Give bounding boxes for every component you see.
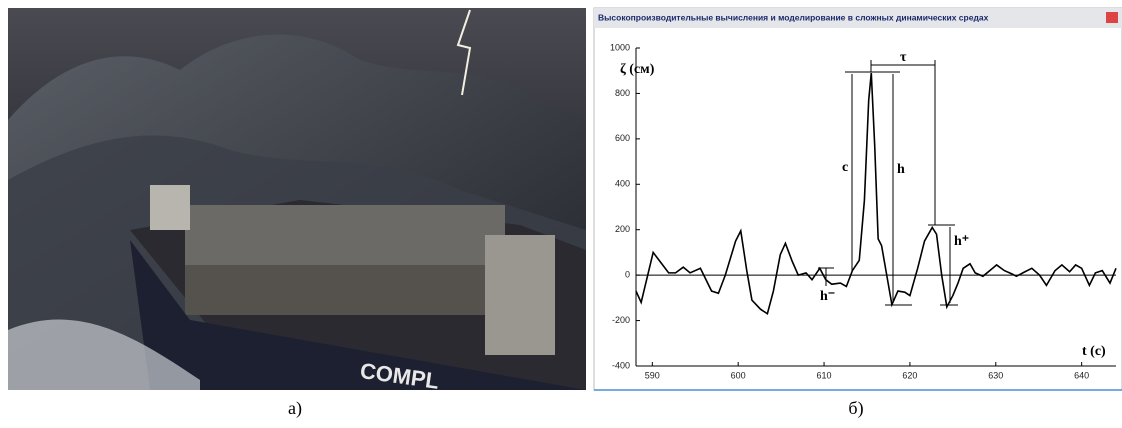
x-tick-label: 590	[645, 370, 660, 380]
y-tick-label: 400	[615, 179, 630, 189]
y-tick-label: 800	[615, 88, 630, 98]
chart-window	[594, 8, 1122, 390]
x-axis-label: t (с)	[1082, 344, 1106, 359]
y-tick-label: -400	[612, 360, 630, 370]
y-tick-label: 200	[615, 224, 630, 234]
annotation-tau: τ	[900, 50, 907, 65]
y-tick-label: -200	[612, 315, 630, 325]
x-tick-label: 600	[731, 370, 746, 380]
x-tick-label: 620	[902, 370, 917, 380]
x-tick-label: 630	[988, 370, 1003, 380]
close-button[interactable]	[1106, 12, 1118, 23]
annotation-h-plus: h⁺	[954, 234, 969, 249]
y-tick-label: 600	[615, 133, 630, 143]
annotation-c: c	[842, 160, 848, 175]
x-tick-label: 610	[817, 370, 832, 380]
annotation-h-minus: h⁻	[820, 289, 835, 304]
x-tick-label: 640	[1074, 370, 1089, 380]
page: COMPL а) б) Высокопроизводительные вычис…	[0, 0, 1122, 423]
caption-right: б)	[848, 398, 863, 419]
y-tick-label: 1000	[610, 42, 630, 52]
caption-left: а)	[288, 398, 302, 419]
annotation-h: h	[897, 162, 905, 177]
y-tick-label: 0	[625, 270, 630, 280]
y-axis-label: ζ (см)	[620, 62, 655, 77]
storm-photo: COMPL	[8, 8, 586, 394]
window-title: Высокопроизводительные вычисления и моде…	[598, 12, 989, 22]
